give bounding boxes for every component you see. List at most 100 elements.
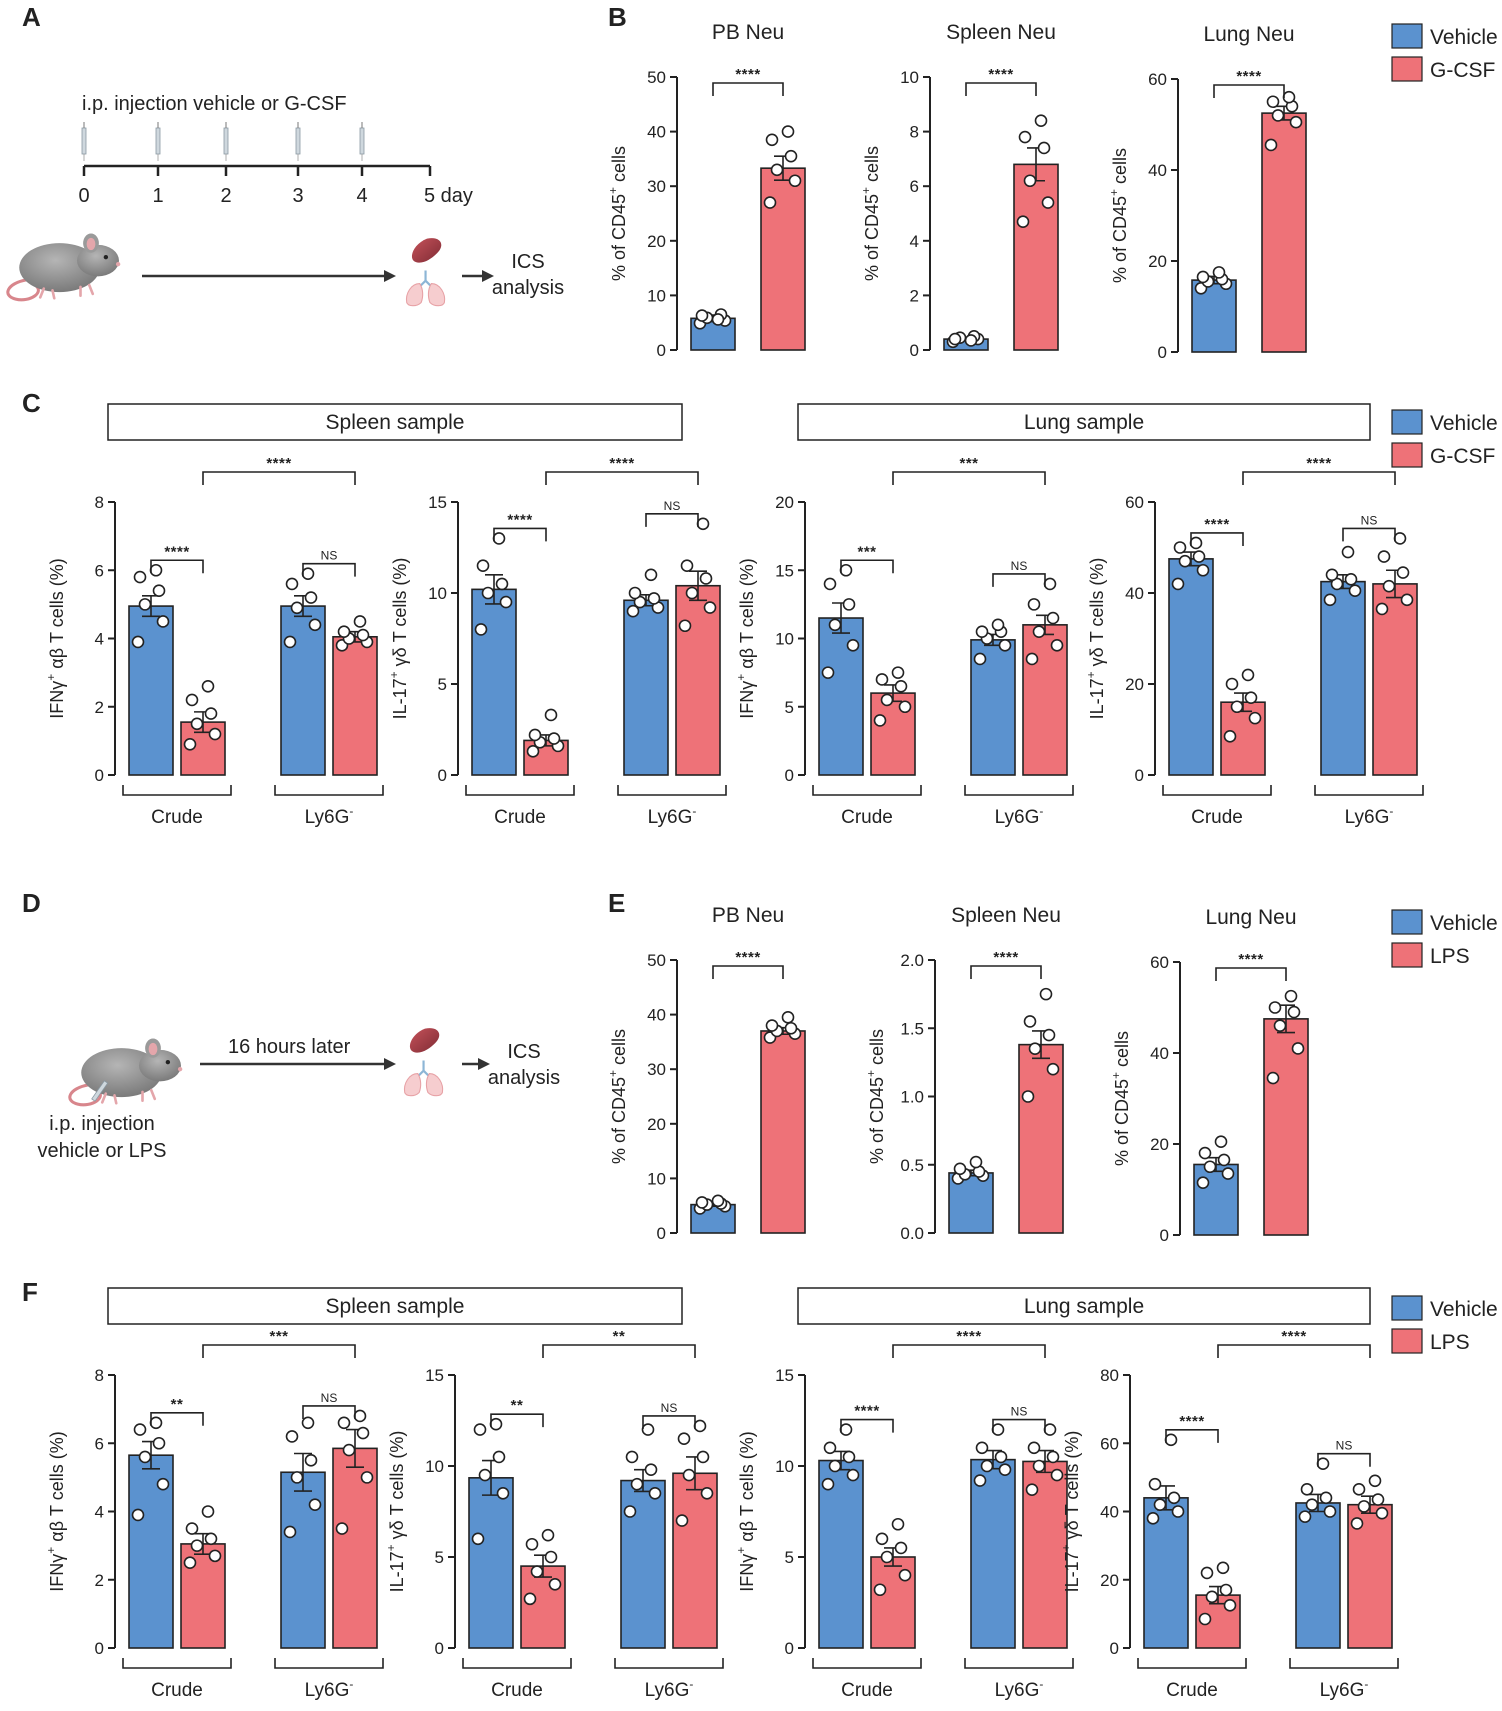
data-point [763, 196, 777, 209]
y-tick-label: 6 [95, 561, 104, 580]
group-bracket [122, 785, 232, 796]
data-point [1205, 1590, 1219, 1604]
data-point [1382, 579, 1396, 593]
y-tick-label: 2 [95, 698, 104, 717]
spleen-sample-box [107, 403, 683, 441]
injection-label: i.p. injection [49, 1113, 155, 1135]
data-point [875, 673, 889, 686]
data-point [476, 559, 490, 573]
data-point [492, 1450, 506, 1464]
data-point [1023, 174, 1037, 188]
group-bracket [1162, 785, 1272, 796]
data-point [149, 563, 163, 577]
chart-lung-ifng-lps: 0 5 10 15 IFNγ+ αβ T cells (%) **** NS **** Crud… [734, 1328, 1074, 1701]
y-tick-label: 0 [785, 1639, 794, 1658]
significance-bracket [840, 1418, 894, 1433]
arrowhead-icon [384, 1058, 396, 1070]
spleen-lung-icon [402, 1026, 445, 1098]
significance-label: **** [266, 455, 291, 472]
data-point [695, 309, 709, 322]
y-axis-label: % of CD45+ cells [1107, 148, 1130, 283]
data-point [846, 1468, 860, 1482]
data-point [1039, 987, 1053, 1001]
data-point [1027, 1441, 1041, 1455]
significance-label-ns: NS [321, 549, 338, 563]
data-point [152, 584, 166, 598]
group-label: Crude [151, 1680, 203, 1701]
timeline-day-label: 2 [220, 185, 231, 207]
data-point [526, 745, 540, 758]
data-point [1289, 115, 1303, 129]
y-axis-label: % of CD45+ cells [606, 146, 629, 281]
group-label: Crude [491, 1680, 543, 1701]
data-point [1034, 114, 1048, 127]
group-bracket [614, 1658, 724, 1669]
group-bracket [964, 1658, 1074, 1669]
bar [1261, 112, 1307, 353]
lung-sample-box [797, 403, 1371, 441]
data-point [1173, 541, 1187, 554]
legend-swatch-vehicle [1391, 409, 1423, 435]
significance-label: ** [511, 1397, 524, 1414]
group-bracket [964, 785, 1074, 796]
legend-label-vehicle: Vehicle [1430, 912, 1498, 935]
y-tick-label: 20 [1100, 1571, 1119, 1590]
data-point [1230, 700, 1244, 714]
data-point [548, 1578, 562, 1591]
y-axis-label: % of CD45+ cells [859, 146, 882, 281]
significance-bracket [970, 965, 1042, 979]
spleen-sample-title: Spleen sample [326, 411, 465, 434]
legend-b: Vehicle G-CSF [1391, 23, 1498, 82]
chart-spleen-il17-lps: 0 5 10 15 IL-17+ γδ T cells (%) ** NS ** Crude Ly… [384, 1328, 724, 1701]
significance-bracket [1190, 532, 1244, 546]
significance-bracket [992, 573, 1046, 587]
data-point [644, 1463, 658, 1476]
data-point [1393, 532, 1407, 545]
significance-bracket [202, 1344, 356, 1358]
y-tick-label: 20 [1150, 1135, 1169, 1154]
lung-sample-title: Lung sample [1024, 411, 1144, 434]
data-point [481, 586, 495, 600]
bar [690, 1203, 736, 1234]
y-axis-label: IFNγ+ αβ T cells (%) [44, 558, 67, 718]
bar [623, 599, 669, 776]
lung-sample-box [797, 1287, 1371, 1325]
syringe-icon [359, 122, 365, 161]
data-point [353, 615, 367, 628]
y-tick-label: 40 [1150, 1044, 1169, 1063]
data-point [1284, 989, 1298, 1003]
significance-label-ns: NS [1361, 513, 1378, 527]
group-label: Crude [151, 807, 203, 828]
bar [760, 1030, 806, 1234]
y-tick-label: 80 [1100, 1366, 1119, 1385]
data-point [1241, 668, 1255, 682]
data-point [875, 1532, 889, 1546]
data-point [1291, 1042, 1305, 1055]
group-label: Ly6G- [995, 1677, 1044, 1701]
significance-label: **** [1179, 1413, 1204, 1430]
data-point [185, 693, 199, 707]
group-bracket [812, 1658, 922, 1669]
significance-label: **** [507, 511, 532, 528]
significance-label: **** [164, 543, 189, 560]
data-point [523, 1592, 537, 1606]
data-point [544, 1550, 558, 1564]
diagram-d: 16 hours later ICS analysis i.p. injecti… [38, 1026, 560, 1162]
group-bracket [274, 785, 384, 796]
timeline-day-label: 1 [152, 185, 163, 207]
timer-label: 16 hours later [228, 1036, 351, 1058]
significance-bracket [965, 82, 1037, 96]
data-point [489, 1417, 503, 1431]
syringe-icon [155, 122, 161, 161]
timeline-day-label: 5 day [424, 185, 473, 207]
data-point [496, 1487, 510, 1500]
significance-label: *** [959, 455, 978, 472]
chart-lung-ifng-gcsf: 0 5 10 15 20 IFNγ+ αβ T cells (%) *** NS *** Crud… [734, 455, 1074, 828]
chart-spleen-ifng-lps: 0 2 4 6 8 IFNγ+ αβ T cells (%) ** NS *** Crude Ly6… [44, 1328, 384, 1701]
legend-swatch-lps [1391, 942, 1423, 968]
bar [1320, 580, 1366, 776]
data-point [626, 604, 640, 618]
chart-title: PB Neu [712, 21, 784, 44]
data-point [1325, 568, 1339, 582]
significance-bracket [302, 1405, 356, 1419]
